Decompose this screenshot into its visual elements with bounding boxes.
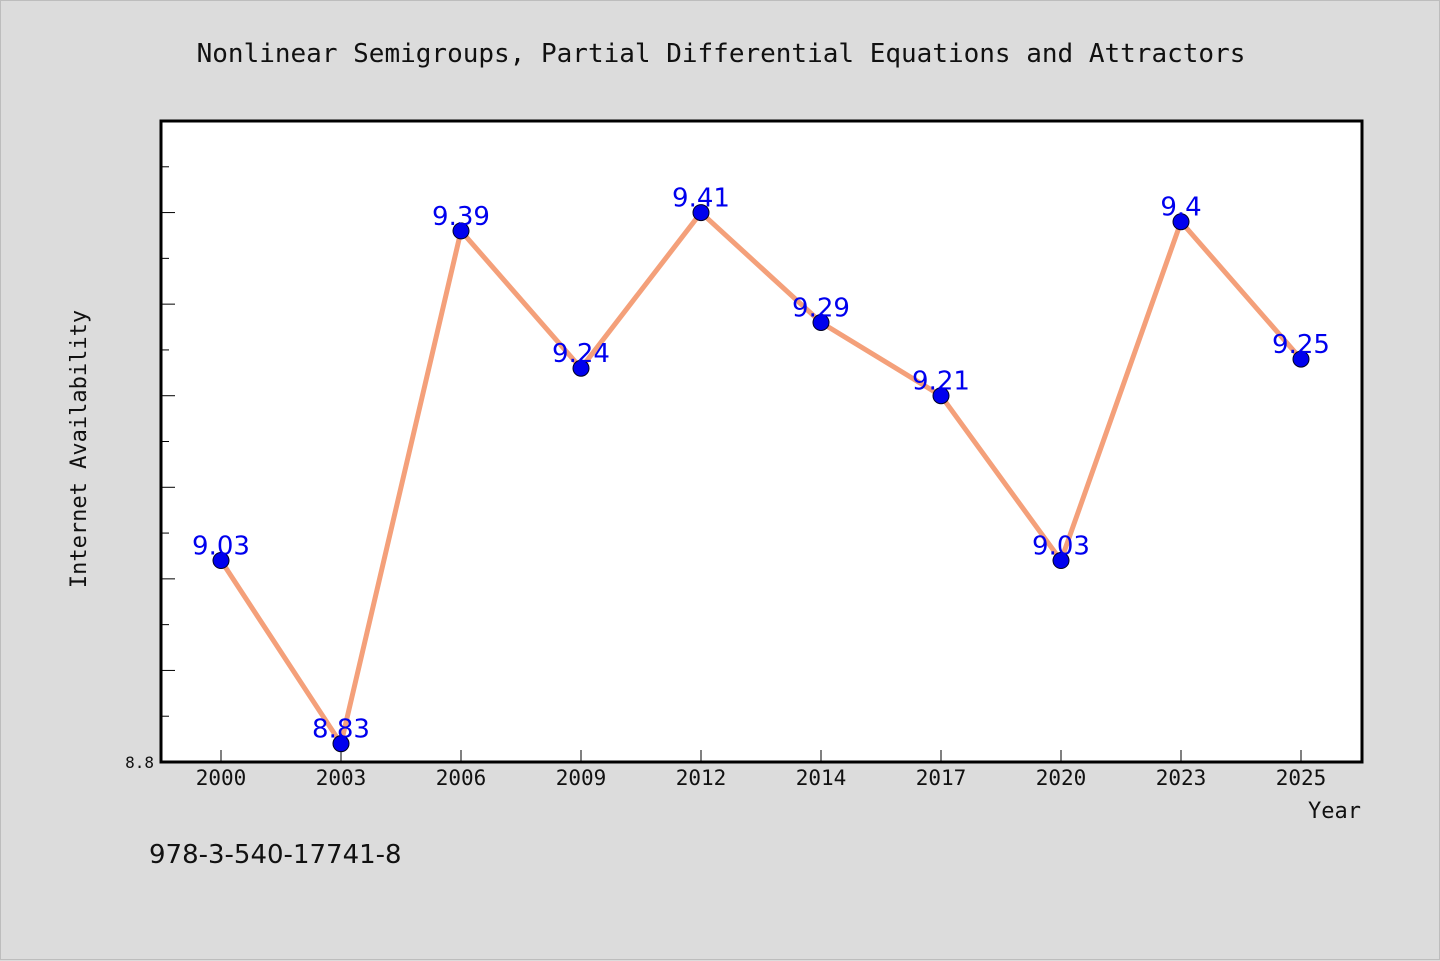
data-point [1172,213,1190,231]
x-tick-label: 2000 [196,766,247,790]
series-group: 9.03 8.83 9.39 9.24 9.41 9.29 9.21 9.03 9.4 9.25 [192,184,1330,753]
data-point [572,359,590,377]
x-axis-label: Year [1308,799,1361,824]
chart-title: Nonlinear Semigroups, Partial Differenti… [197,39,1246,69]
data-point [332,735,350,753]
data-label: 8.83 [312,715,370,745]
x-tick-label: 2025 [1276,766,1327,790]
data-point [452,222,470,240]
data-point [692,204,710,222]
x-axis-ticks [220,750,1302,762]
data-point [932,387,950,405]
data-points [212,204,1310,753]
x-tick-label: 2020 [1036,766,1087,790]
x-tick-label: 2003 [316,766,367,790]
x-tick-label: 2023 [1156,766,1207,790]
data-point [812,313,830,331]
data-point [1052,552,1070,570]
x-tick-label: 2017 [916,766,967,790]
data-labels: 9.03 8.83 9.39 9.24 9.41 9.29 9.21 9.03 9.4 9.25 [192,184,1330,745]
series-line [218,210,1303,747]
data-label: 9.39 [432,202,490,232]
data-label: 9.03 [192,532,250,562]
x-tick-label: 2009 [556,766,607,790]
y-axis-ticks [161,120,175,763]
data-label: 9.03 [1032,532,1090,562]
x-tick-label: 2006 [436,766,487,790]
data-label: 9.24 [552,339,610,369]
x-tick-labels: 2000 2003 2006 2009 2012 2014 2017 2020 2023 2025 [196,766,1327,790]
y-tick-label: 8.8 [125,753,154,772]
data-point [212,552,230,570]
data-label: 9.25 [1272,330,1330,360]
y-axis-label: Internet Availability [67,310,92,588]
data-label: 9.29 [792,293,850,323]
x-tick-label: 2012 [676,766,727,790]
data-point [1292,350,1310,368]
data-label: 9.41 [672,184,730,214]
isbn-text: 978-3-540-17741-8 [149,840,402,870]
x-tick-label: 2014 [796,766,847,790]
data-label: 9.4 [1160,193,1201,223]
data-label: 9.21 [912,367,970,397]
